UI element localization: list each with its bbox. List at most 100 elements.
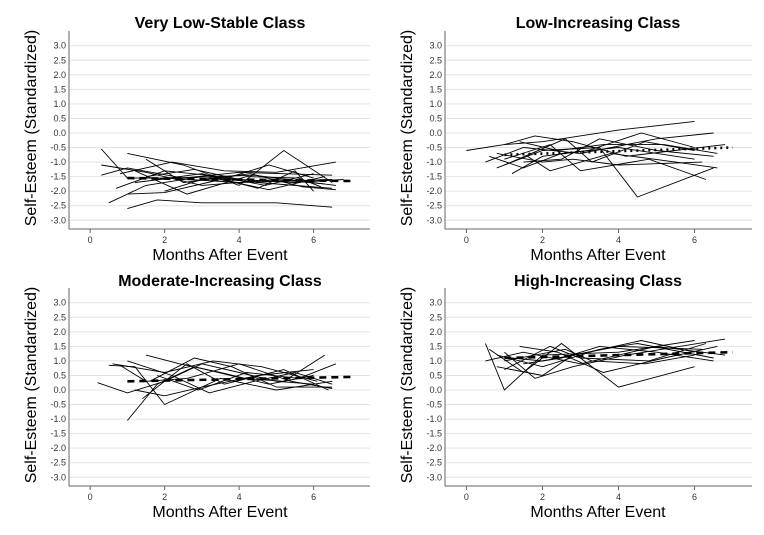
y-tick-label: 1.5 (53, 84, 66, 94)
x-axis-label: Months After Event (152, 504, 288, 521)
trajectory-line (157, 363, 337, 391)
panel-title: High-Increasing Class (514, 273, 682, 290)
y-tick-label: -0.5 (50, 143, 66, 153)
trajectory-line (119, 161, 336, 175)
y-tick-label: -1.0 (426, 157, 442, 167)
y-tick-label: 3.0 (429, 41, 442, 51)
x-tick-label: 0 (464, 235, 469, 245)
trajectory-line (164, 173, 336, 192)
y-tick-label: -3.0 (426, 472, 442, 482)
y-tick-label: -0.5 (426, 400, 442, 410)
y-tick-label: 2.0 (53, 327, 66, 337)
y-tick-label: 0.5 (53, 113, 66, 123)
trajectory-line (488, 342, 695, 388)
y-tick-label: 2.5 (429, 55, 442, 65)
y-tick-label: 1.0 (53, 99, 66, 109)
trajectory-line (119, 363, 333, 389)
y-axis-label: Self-Esteem (Standardized) (399, 30, 416, 227)
y-tick-label: 1.5 (429, 84, 442, 94)
y-tick-label: -1.0 (50, 157, 66, 167)
y-tick-label: 0.0 (53, 385, 66, 395)
trajectory-line (504, 138, 695, 166)
y-axis-label: Self-Esteem (Standardized) (23, 30, 40, 227)
y-tick-label: 0.0 (53, 128, 66, 138)
trajectory-line (134, 174, 336, 186)
trajectory-line (496, 147, 714, 198)
y-tick-label: -3.0 (426, 215, 442, 225)
trajectory-line (519, 345, 718, 373)
trajectory-line (504, 348, 695, 365)
x-tick-label: 6 (692, 492, 697, 502)
y-tick-label: 2.0 (53, 70, 66, 80)
x-tick-label: 2 (540, 235, 545, 245)
panel-high-increasing: 3.0 2.5 2.0 1.5 1.0 0.5 0.0 -0.5 -1.0 -1.5 -2.0 -2.… (399, 273, 752, 521)
trajectory-line (496, 152, 703, 166)
trajectory-line (112, 360, 318, 382)
panel-very-low-stable: 3.0 2.5 2.0 1.5 1.0 0.5 0.0 -0.5 -1.0 -1.5 -2.0 -2.… (23, 15, 370, 264)
trajectory-line (101, 164, 325, 186)
y-tick-label: 1.0 (429, 356, 442, 366)
panel-title: Low-Increasing Class (516, 15, 681, 32)
x-tick-label: 2 (540, 492, 545, 502)
x-tick-label: 6 (692, 235, 697, 245)
x-tick-label: 4 (616, 235, 621, 245)
trajectory-line (145, 354, 314, 385)
y-tick-label: 2.0 (429, 70, 442, 80)
trajectory-line (484, 340, 695, 391)
y-tick-label: 3.0 (53, 41, 66, 51)
y-tick-label: -3.0 (50, 472, 66, 482)
x-tick-label: 4 (616, 492, 621, 502)
mean-trend-line (504, 146, 733, 157)
y-tick-label: -2.5 (426, 201, 442, 211)
x-tick-label: 2 (162, 492, 167, 502)
mean-trend-line (127, 176, 351, 183)
trajectory-line (149, 357, 333, 388)
y-tick-label: -2.5 (50, 458, 66, 468)
panel-title: Moderate-Increasing Class (118, 273, 322, 290)
y-tick-label: -2.0 (50, 186, 66, 196)
trajectory-line (504, 144, 707, 180)
trajectory-line (527, 152, 718, 172)
y-tick-label: 0.5 (429, 113, 442, 123)
mean-trend-line (127, 375, 351, 383)
trajectory-line (511, 132, 695, 175)
trajectory-line (485, 132, 714, 163)
y-tick-label: -1.0 (50, 414, 66, 424)
y-tick-label: 1.5 (53, 341, 66, 351)
x-tick-label: 6 (311, 235, 316, 245)
y-tick-label: -1.5 (426, 429, 442, 439)
y-axis-label: Self-Esteem (Standardized) (399, 287, 416, 484)
x-tick-label: 0 (88, 492, 93, 502)
y-tick-label: -2.5 (50, 201, 66, 211)
x-tick-label: 2 (162, 235, 167, 245)
trajectory-line (127, 176, 325, 195)
y-tick-label: 3.0 (53, 298, 66, 308)
y-tick-label: -0.5 (50, 400, 66, 410)
y-tick-label: -1.0 (426, 414, 442, 424)
panel-low-increasing: 3.0 2.5 2.0 1.5 1.0 0.5 0.0 -0.5 -1.0 -1.5 -2.0 -2.… (399, 15, 752, 264)
trajectory-line (127, 199, 333, 210)
y-tick-label: 0.0 (429, 128, 442, 138)
trajectory-line (127, 354, 326, 421)
y-tick-label: -1.5 (426, 172, 442, 182)
x-axis-label: Months After Event (152, 247, 288, 264)
y-axis-label: Self-Esteem (Standardized) (23, 287, 40, 484)
y-tick-label: 3.0 (429, 298, 442, 308)
y-tick-label: 2.5 (53, 312, 66, 322)
y-tick-label: 0.0 (429, 385, 442, 395)
trajectory-line (523, 138, 714, 163)
y-tick-label: -2.0 (426, 186, 442, 196)
trajectory-line (134, 369, 314, 397)
y-tick-label: -2.5 (426, 458, 442, 468)
x-tick-label: 0 (88, 235, 93, 245)
x-tick-label: 4 (237, 235, 242, 245)
y-tick-label: -1.5 (50, 172, 66, 182)
y-tick-label: -1.5 (50, 429, 66, 439)
y-tick-label: -3.0 (50, 215, 66, 225)
y-tick-label: 2.5 (429, 312, 442, 322)
x-tick-label: 6 (311, 492, 316, 502)
trajectory-line (496, 345, 703, 376)
trajectory-line (157, 170, 314, 192)
